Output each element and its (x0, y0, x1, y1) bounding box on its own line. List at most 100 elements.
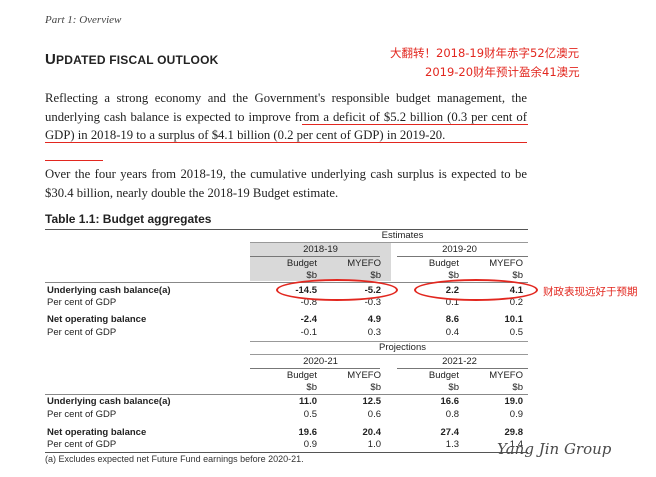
highlight-underline-2 (45, 142, 527, 143)
row-label: Net operating balance (47, 427, 147, 438)
table-cell: 0.5 (303, 409, 317, 420)
projections-top-rule (250, 341, 528, 342)
year-rule-4 (397, 368, 528, 369)
subheader: MYEFO (489, 370, 523, 381)
table-cell: 8.6 (445, 314, 459, 325)
year-2021-22: 2021-22 (442, 356, 477, 367)
subheader: Budget (286, 258, 317, 269)
table-cell: 0.3 (367, 327, 381, 338)
row-label: Underlying cash balance(a) (47, 396, 171, 407)
table-cell: 29.8 (504, 427, 524, 438)
highlight-ellipse-2018-19 (276, 279, 398, 301)
table-bottom-rule (45, 452, 528, 453)
paragraph-1-prefix: Reflecting a strong economy and the Gove… (45, 91, 527, 124)
unit-label: $b (512, 270, 523, 281)
table-top-rule (45, 229, 528, 230)
header-rule (45, 282, 528, 283)
subheader: MYEFO (347, 258, 381, 269)
projections-rule (250, 354, 528, 355)
table-cell: 1.0 (367, 439, 381, 450)
year-rule-1 (250, 256, 380, 257)
table-cell: 1.3 (445, 439, 459, 450)
paragraph-1-highlight: improve from a deficit of $5.2 billion (… (45, 109, 527, 143)
annotation-line-1: 大翻转！2018-19财年赤字52亿澳元 (390, 46, 580, 60)
table-cell: 0.4 (445, 327, 459, 338)
unit-label: $b (512, 382, 523, 393)
paragraph-2: Over the four years from 2018-19, the cu… (45, 167, 527, 200)
table-cell: 1.4 (509, 439, 523, 450)
table-row: Per cent of GDP -0.8 -0.3 0.1 0.2 (45, 297, 528, 309)
table-row: Underlying cash balance(a) 11.0 12.5 16.… (45, 396, 528, 408)
row-label: Net operating balance (47, 314, 147, 325)
subheader: MYEFO (347, 370, 381, 381)
estimates-header: Estimates (381, 230, 424, 241)
table-cell: 11.0 (299, 396, 317, 407)
table-cell: -0.3 (364, 297, 381, 308)
table-row: Budget MYEFO Budget MYEFO (45, 258, 528, 270)
table-row: Net operating balance -2.4 4.9 8.6 10.1 (45, 314, 528, 326)
subheader: Budget (428, 258, 459, 269)
unit-label: $b (448, 382, 459, 393)
year-2020-21: 2020-21 (303, 356, 338, 367)
annotation-line-2: 2019-20财年预计盈余41澳元 (425, 65, 580, 79)
projections-header: Projections (379, 342, 426, 353)
year-2019-20: 2019-20 (442, 244, 477, 255)
unit-label: $b (306, 270, 317, 281)
table-title: Table 1.1: Budget aggregates (45, 212, 212, 226)
row-label: Underlying cash balance(a) (47, 285, 171, 296)
side-annotation: 财政表现远好于预期 (543, 286, 638, 298)
year-rule-3 (250, 368, 380, 369)
row-label: Per cent of GDP (47, 327, 117, 338)
table-row: $b $b $b $b (45, 270, 528, 282)
table-cell: 0.6 (367, 409, 381, 420)
paragraph-1: Reflecting a strong economy and the Gove… (45, 89, 527, 145)
heading-rest: PDATED FISCAL OUTLOOK (56, 53, 219, 67)
table-cell: 0.9 (303, 439, 317, 450)
table-cell: 0.5 (509, 327, 523, 338)
row-label: Per cent of GDP (47, 439, 117, 450)
highlight-underline-3 (45, 160, 103, 161)
heading-cap: U (45, 51, 57, 68)
table-cell: -0.1 (300, 327, 317, 338)
paragraph-1-suffix: . (442, 128, 446, 142)
table-footnote: (a) Excludes expected net Future Fund ea… (45, 454, 304, 464)
table-cell: -0.8 (300, 297, 317, 308)
table-cell: 0.8 (445, 409, 459, 420)
row-label: Per cent of GDP (47, 409, 117, 420)
unit-label: $b (448, 270, 459, 281)
section-heading: UPDATED FISCAL OUTLOOK (45, 51, 218, 68)
highlight-underline-1 (302, 124, 528, 125)
watermark: Yang Jin Group (497, 440, 612, 458)
year-rule-2 (397, 256, 528, 257)
unit-label: $b (306, 382, 317, 393)
row-label: Per cent of GDP (47, 297, 117, 308)
unit-label: $b (370, 270, 381, 281)
table-cell: -2.4 (300, 314, 317, 325)
table-row: $b $b $b $b (45, 382, 528, 394)
table-row: Budget MYEFO Budget MYEFO (45, 370, 528, 382)
highlight-ellipse-2019-20 (414, 279, 538, 301)
subheader: Budget (428, 370, 459, 381)
table-cell: 4.9 (367, 314, 381, 325)
table-cell: 19.0 (504, 396, 524, 407)
table-cell: 20.4 (362, 427, 382, 438)
table-row: Per cent of GDP 0.9 1.0 1.3 1.4 (45, 439, 528, 451)
year-2018-19: 2018-19 (303, 244, 338, 255)
header-rule-2 (45, 394, 528, 395)
table-cell: 0.9 (509, 409, 523, 420)
table-cell: 12.5 (362, 396, 382, 407)
subheader: MYEFO (489, 258, 523, 269)
table-row: Net operating balance 19.6 20.4 27.4 29.… (45, 427, 528, 439)
estimates-rule (250, 242, 528, 243)
table-cell: 10.1 (504, 314, 524, 325)
table-cell: 0.1 (445, 297, 459, 308)
unit-label: $b (370, 382, 381, 393)
table-row: Per cent of GDP -0.1 0.3 0.4 0.5 (45, 327, 528, 339)
table-cell: 16.6 (440, 396, 460, 407)
table-cell: 19.6 (298, 427, 318, 438)
table-row: Per cent of GDP 0.5 0.6 0.8 0.9 (45, 409, 528, 421)
shade-2018-19 (250, 243, 391, 281)
table-cell: 0.2 (509, 297, 523, 308)
part-label: Part 1: Overview (45, 14, 122, 26)
table-cell: 27.4 (440, 427, 460, 438)
